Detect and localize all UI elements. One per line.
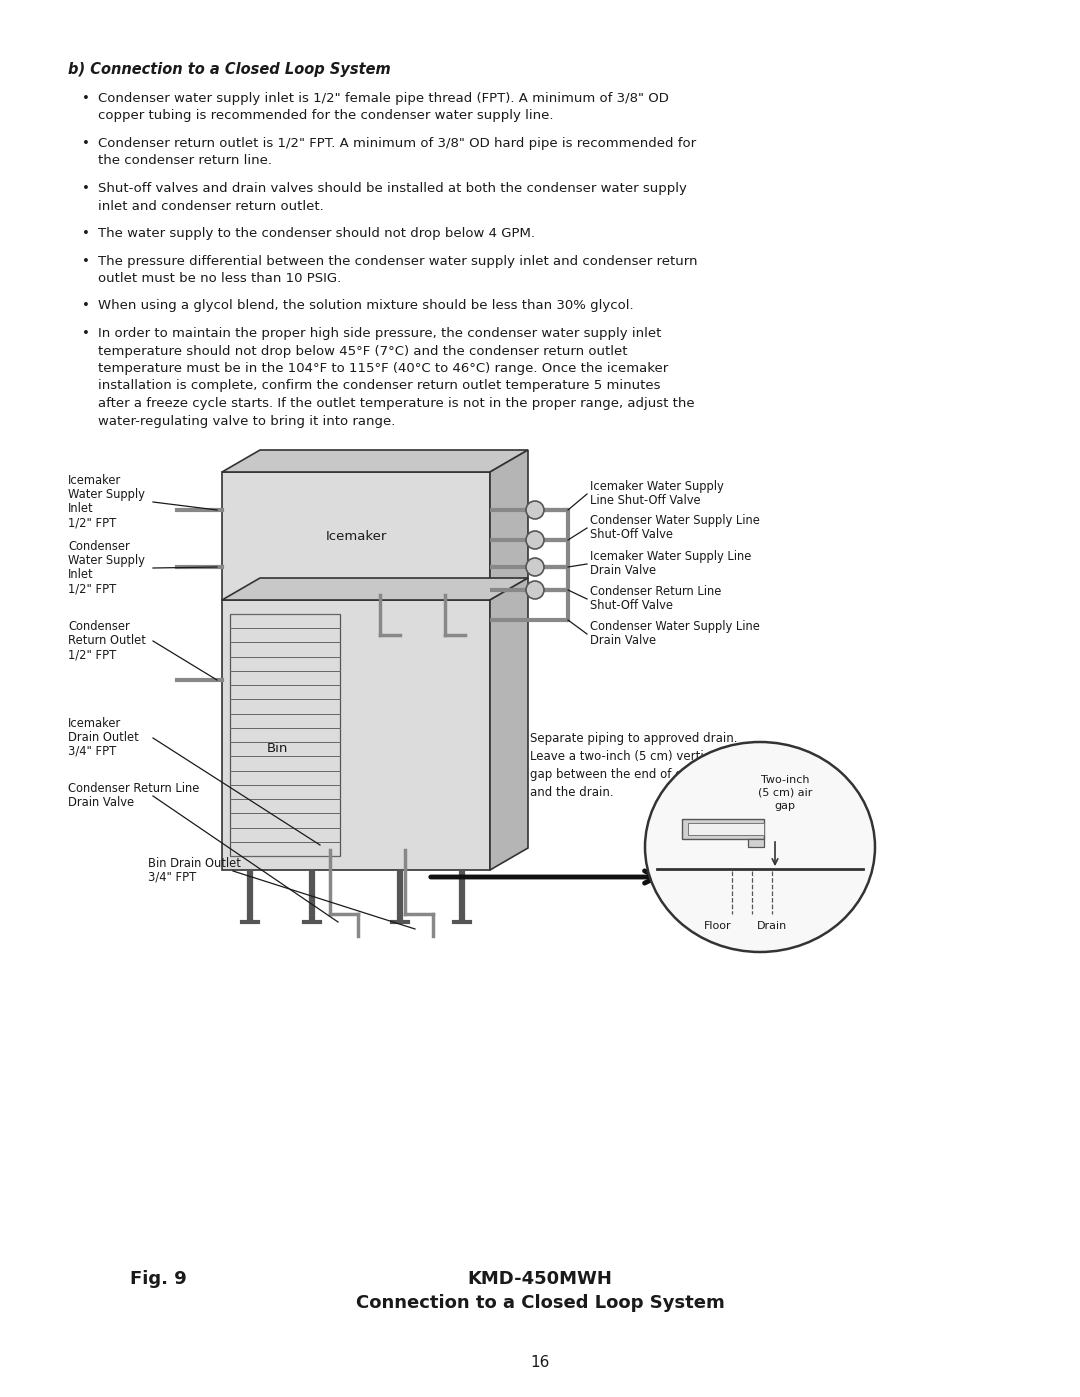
Text: Shut-Off Valve: Shut-Off Valve: [590, 599, 673, 612]
Polygon shape: [490, 450, 528, 599]
Text: Condenser Water Supply Line: Condenser Water Supply Line: [590, 514, 760, 527]
Polygon shape: [222, 472, 490, 599]
Polygon shape: [490, 578, 528, 870]
Text: Water Supply: Water Supply: [68, 555, 145, 567]
Text: copper tubing is recommended for the condenser water supply line.: copper tubing is recommended for the con…: [98, 109, 554, 123]
Text: temperature must be in the 104°F to 115°F (40°C to 46°C) range. Once the icemake: temperature must be in the 104°F to 115°…: [98, 362, 669, 374]
Text: after a freeze cycle starts. If the outlet temperature is not in the proper rang: after a freeze cycle starts. If the outl…: [98, 397, 694, 409]
Text: Inlet: Inlet: [68, 502, 94, 515]
Text: Shut-Off Valve: Shut-Off Valve: [590, 528, 673, 541]
Text: Shut-off valves and drain valves should be installed at both the condenser water: Shut-off valves and drain valves should …: [98, 182, 687, 196]
Text: 16: 16: [530, 1355, 550, 1370]
Text: installation is complete, confirm the condenser return outlet temperature 5 minu: installation is complete, confirm the co…: [98, 380, 661, 393]
Text: Condenser Return Line: Condenser Return Line: [68, 782, 200, 795]
Text: Drain Outlet: Drain Outlet: [68, 731, 138, 745]
Text: Bin: Bin: [267, 742, 287, 754]
Text: Drain Valve: Drain Valve: [590, 634, 657, 647]
Text: •: •: [82, 182, 90, 196]
Text: Condenser return outlet is 1/2" FPT. A minimum of 3/8" OD hard pipe is recommend: Condenser return outlet is 1/2" FPT. A m…: [98, 137, 697, 149]
Text: KMD-450MWH: KMD-450MWH: [468, 1270, 612, 1288]
Polygon shape: [222, 578, 528, 599]
Text: Icemaker: Icemaker: [68, 474, 121, 488]
Text: Drain Valve: Drain Valve: [590, 564, 657, 577]
Text: Condenser: Condenser: [68, 620, 130, 633]
Text: Drain Valve: Drain Valve: [68, 796, 134, 809]
Circle shape: [526, 502, 544, 520]
Polygon shape: [222, 450, 528, 472]
Text: outlet must be no less than 10 PSIG.: outlet must be no less than 10 PSIG.: [98, 272, 341, 285]
Text: 3/4" FPT: 3/4" FPT: [148, 870, 197, 884]
Text: Condenser Water Supply Line: Condenser Water Supply Line: [590, 620, 760, 633]
Polygon shape: [688, 823, 764, 835]
Text: Floor: Floor: [704, 921, 732, 930]
Text: •: •: [82, 226, 90, 240]
Text: 3/4" FPT: 3/4" FPT: [68, 745, 117, 759]
Text: When using a glycol blend, the solution mixture should be less than 30% glycol.: When using a glycol blend, the solution …: [98, 299, 634, 313]
Text: Water Supply: Water Supply: [68, 488, 145, 502]
Text: Separate piping to approved drain.
Leave a two-inch (5 cm) vertical air
gap betw: Separate piping to approved drain. Leave…: [530, 732, 740, 799]
Text: The water supply to the condenser should not drop below 4 GPM.: The water supply to the condenser should…: [98, 226, 535, 240]
Polygon shape: [681, 819, 764, 840]
Text: Icemaker: Icemaker: [325, 529, 387, 542]
Circle shape: [526, 581, 544, 599]
Text: water-regulating valve to bring it into range.: water-regulating valve to bring it into …: [98, 415, 395, 427]
Polygon shape: [222, 599, 490, 870]
Text: Fig. 9: Fig. 9: [130, 1270, 187, 1288]
Text: Icemaker: Icemaker: [68, 717, 121, 731]
Text: Connection to a Closed Loop System: Connection to a Closed Loop System: [355, 1294, 725, 1312]
Ellipse shape: [645, 742, 875, 951]
Text: Line Shut-Off Valve: Line Shut-Off Valve: [590, 495, 701, 507]
Text: inlet and condenser return outlet.: inlet and condenser return outlet.: [98, 200, 324, 212]
Polygon shape: [748, 840, 764, 847]
Text: 1/2" FPT: 1/2" FPT: [68, 515, 117, 529]
Text: Inlet: Inlet: [68, 569, 94, 581]
Text: •: •: [82, 327, 90, 339]
Text: Two-inch
(5 cm) air
gap: Two-inch (5 cm) air gap: [758, 775, 812, 810]
Text: 1/2" FPT: 1/2" FPT: [68, 648, 117, 661]
Text: Condenser Return Line: Condenser Return Line: [590, 585, 721, 598]
Text: Bin Drain Outlet: Bin Drain Outlet: [148, 856, 241, 870]
Text: In order to maintain the proper high side pressure, the condenser water supply i: In order to maintain the proper high sid…: [98, 327, 661, 339]
Text: Drain: Drain: [757, 921, 787, 930]
Text: Return Outlet: Return Outlet: [68, 634, 146, 647]
Text: The pressure differential between the condenser water supply inlet and condenser: The pressure differential between the co…: [98, 254, 698, 267]
Text: •: •: [82, 92, 90, 105]
Text: the condenser return line.: the condenser return line.: [98, 155, 272, 168]
Text: b) Connection to a Closed Loop System: b) Connection to a Closed Loop System: [68, 61, 391, 77]
Text: Condenser: Condenser: [68, 541, 130, 553]
Text: Condenser water supply inlet is 1/2" female pipe thread (FPT). A minimum of 3/8": Condenser water supply inlet is 1/2" fem…: [98, 92, 669, 105]
Text: Icemaker Water Supply: Icemaker Water Supply: [590, 481, 724, 493]
Circle shape: [526, 531, 544, 549]
Circle shape: [526, 557, 544, 576]
Text: temperature should not drop below 45°F (7°C) and the condenser return outlet: temperature should not drop below 45°F (…: [98, 345, 627, 358]
Text: •: •: [82, 254, 90, 267]
Text: •: •: [82, 137, 90, 149]
Text: Icemaker Water Supply Line: Icemaker Water Supply Line: [590, 550, 752, 563]
Text: •: •: [82, 299, 90, 313]
Text: 1/2" FPT: 1/2" FPT: [68, 583, 117, 595]
